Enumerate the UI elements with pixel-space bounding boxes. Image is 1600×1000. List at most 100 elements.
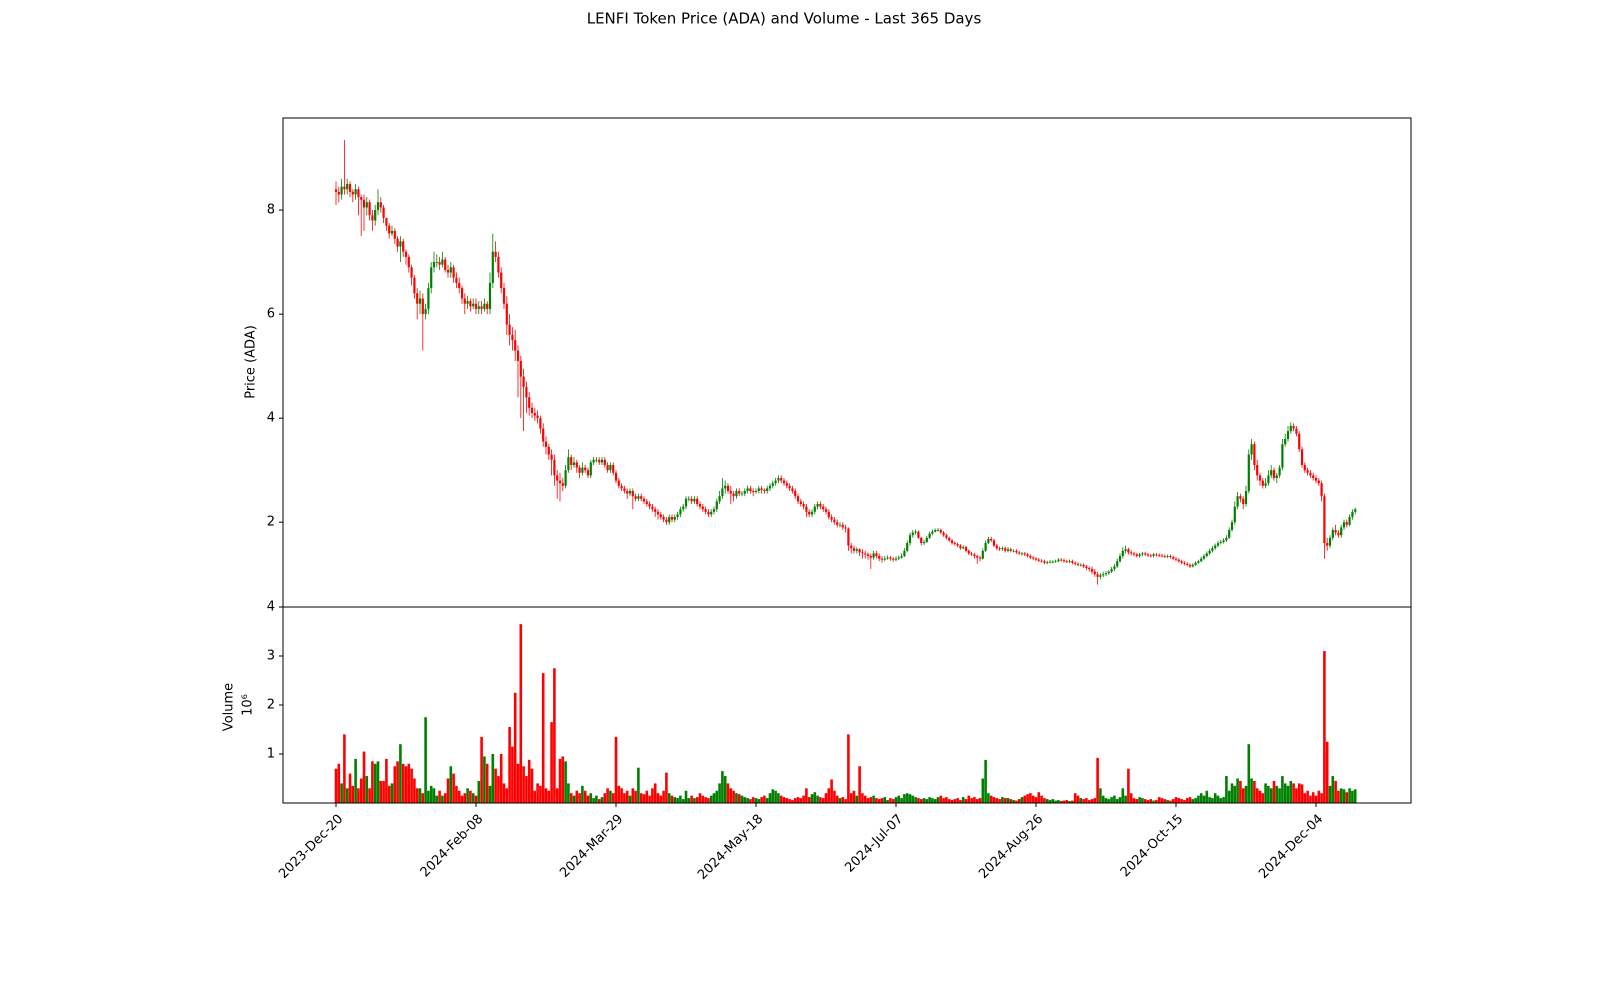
volume-bar — [693, 798, 696, 803]
volume-bar — [835, 795, 839, 803]
volume-bar — [1306, 790, 1309, 803]
candle-body — [1076, 563, 1080, 565]
candle-body — [371, 215, 374, 221]
volume-bar — [743, 797, 747, 803]
volume-bar — [558, 758, 562, 803]
candle-body — [732, 493, 735, 497]
volume-bar — [894, 797, 898, 803]
volume-bar — [337, 763, 341, 803]
candle-body — [1096, 574, 1099, 577]
volume-bar — [1110, 797, 1113, 803]
volume-bar — [432, 788, 436, 803]
candle-body — [740, 493, 744, 495]
volume-bar — [1020, 797, 1024, 803]
volume-bar — [569, 793, 573, 803]
candle-body — [374, 210, 377, 221]
volume-bar — [872, 795, 875, 803]
volume-bar — [998, 799, 1001, 803]
volume-bar — [844, 799, 847, 803]
volume-bar — [589, 793, 593, 803]
candle-body — [1250, 444, 1253, 455]
candle-body — [670, 517, 674, 520]
candle-body — [906, 543, 909, 551]
volume-bar — [838, 798, 842, 803]
volume-bar — [443, 793, 447, 803]
volume-bar — [749, 799, 752, 803]
candle-body — [810, 511, 814, 515]
candle-body — [390, 230, 394, 234]
candle-body — [354, 189, 357, 195]
volume-bar — [1087, 800, 1091, 803]
volume-bar — [407, 763, 411, 803]
volume-bar — [1034, 797, 1038, 803]
volume-bar — [956, 798, 959, 803]
candle-body — [586, 470, 590, 476]
candle-body — [1286, 431, 1290, 439]
volume-bar — [1099, 788, 1102, 803]
volume-bar — [981, 778, 985, 803]
candle-body — [399, 241, 402, 247]
volume-bar — [508, 727, 511, 803]
candle-body — [1110, 569, 1113, 572]
candle-body — [1034, 558, 1038, 560]
volume-bar — [687, 798, 691, 803]
candle-body — [1275, 475, 1278, 478]
volume-bar — [698, 793, 702, 803]
candle-body — [785, 483, 788, 486]
candle-body — [418, 298, 422, 304]
volume-bar — [1012, 800, 1015, 803]
candle-body — [875, 553, 878, 557]
candle-body — [600, 459, 604, 463]
volume-bar — [1057, 800, 1060, 803]
volume-bar — [917, 798, 920, 803]
candle-body — [659, 514, 662, 518]
candle-body — [754, 490, 758, 493]
volume-bar — [502, 783, 506, 803]
candle-body — [1102, 574, 1105, 576]
candle-body — [421, 298, 424, 315]
candle-body — [1264, 483, 1267, 486]
candle-body — [1043, 561, 1046, 563]
candle-body — [514, 340, 517, 351]
candle-body — [452, 267, 455, 278]
candle-body — [1334, 530, 1337, 533]
volume-bar — [1239, 780, 1242, 803]
candle-body — [1351, 511, 1354, 518]
volume-bar — [1017, 799, 1021, 803]
candle-body — [609, 464, 612, 471]
volume-bar — [418, 788, 422, 803]
volume-bar — [1065, 800, 1069, 803]
candle-body — [430, 267, 433, 289]
volume-bar — [989, 795, 993, 803]
volume-bar — [1104, 798, 1108, 803]
volume-bar — [1135, 799, 1139, 803]
candle-body — [841, 524, 844, 528]
candle-body — [500, 272, 503, 289]
candle-body — [388, 225, 391, 234]
volume-bar — [1261, 793, 1265, 803]
candle-body — [998, 548, 1001, 550]
volume-bar — [995, 798, 999, 803]
candle-body — [343, 186, 346, 190]
candle-body — [1029, 556, 1032, 558]
volume-bar — [620, 788, 623, 803]
candle-body — [1090, 569, 1094, 572]
candle-body — [1205, 553, 1208, 557]
candle-body — [987, 538, 990, 544]
volume-bar — [1325, 741, 1329, 803]
volume-bar — [561, 756, 565, 803]
candle-body — [942, 532, 945, 536]
volume-bar — [791, 800, 794, 803]
candle-body — [1026, 554, 1029, 557]
volume-bar — [833, 790, 836, 803]
volume-bar — [511, 746, 514, 803]
volume-bar — [1216, 795, 1220, 803]
candle-body — [1197, 561, 1200, 563]
candle-body — [1074, 562, 1077, 564]
candle-body — [1088, 567, 1091, 570]
volume-bar — [455, 785, 458, 803]
volume-bar — [1281, 776, 1284, 803]
volume-bar — [978, 798, 982, 803]
volume-bar — [1297, 783, 1301, 803]
